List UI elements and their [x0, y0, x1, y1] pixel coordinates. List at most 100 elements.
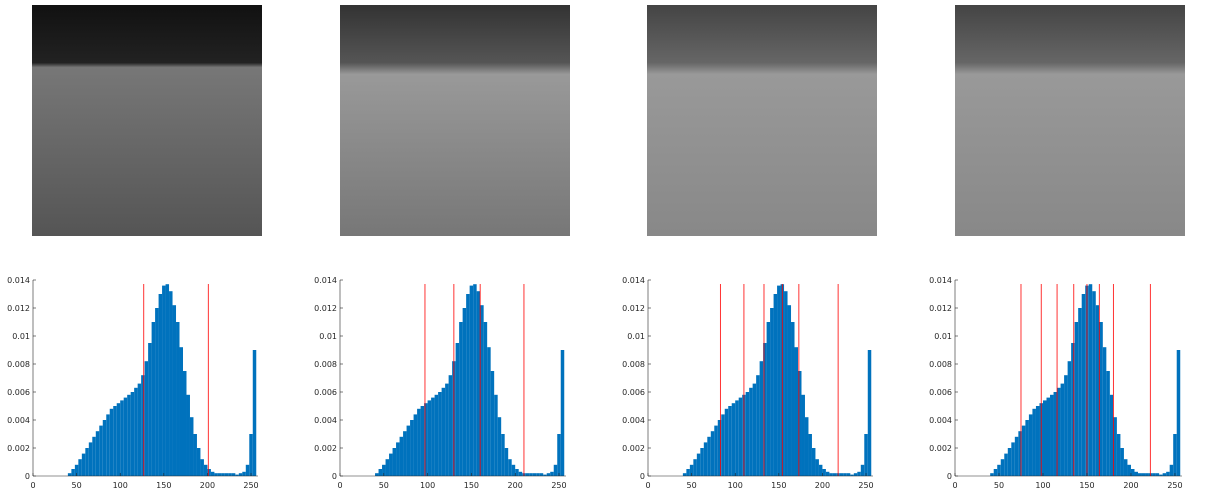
bar: [1130, 469, 1135, 476]
bar: [427, 400, 432, 476]
bar: [162, 285, 166, 476]
bar: [717, 420, 722, 476]
segmented-image: [32, 5, 262, 236]
y-tick-label: 0.012: [314, 304, 337, 313]
bar: [731, 403, 736, 476]
bar: [860, 464, 865, 476]
bar: [1011, 442, 1015, 476]
bar: [518, 471, 523, 476]
bar: [696, 453, 701, 476]
bar: [1042, 400, 1047, 476]
bar: [459, 322, 463, 476]
bar: [424, 403, 428, 476]
bar: [431, 397, 435, 476]
bar: [148, 343, 152, 476]
bar: [1014, 436, 1019, 476]
bar: [92, 436, 96, 476]
segmented-image: [340, 5, 570, 236]
bar: [155, 308, 159, 476]
bar: [1095, 305, 1100, 476]
bar: [1081, 294, 1086, 476]
bar: [1028, 414, 1033, 476]
bar: [843, 473, 847, 476]
bar: [1169, 464, 1174, 476]
x-tick-label: 150: [464, 481, 479, 490]
bar: [543, 474, 547, 476]
bar: [693, 459, 697, 476]
y-tick-label: 0.014: [314, 276, 337, 285]
x-tick-label: 0: [645, 481, 650, 490]
bar: [413, 414, 418, 476]
y-tick-label: 0: [947, 472, 952, 481]
bar: [745, 392, 750, 476]
x-tick-label: 200: [815, 481, 830, 490]
bar: [235, 474, 239, 476]
y-tick-label: 0.012: [929, 304, 952, 313]
bar: [179, 347, 183, 476]
bar: [183, 371, 187, 476]
bar: [214, 473, 218, 476]
bar: [169, 291, 173, 476]
bar: [207, 469, 211, 476]
y-tick-label: 0: [25, 472, 30, 481]
bar: [99, 425, 103, 476]
bar: [389, 453, 393, 476]
bar: [801, 394, 805, 476]
bar: [406, 425, 411, 476]
bar: [1120, 448, 1124, 476]
y-tick-label: 0.004: [929, 416, 952, 425]
bar: [1173, 434, 1177, 476]
bar: [420, 406, 425, 476]
bar: [480, 305, 484, 476]
bar: [501, 434, 505, 476]
bar: [392, 448, 397, 476]
bar: [186, 394, 190, 476]
bar: [217, 473, 222, 476]
y-tick-label: 0.014: [7, 276, 30, 285]
bar: [494, 394, 498, 476]
bar: [116, 403, 121, 476]
bar: [378, 469, 383, 476]
bar: [766, 322, 771, 476]
bar: [1000, 459, 1005, 476]
bar: [811, 448, 816, 476]
bar: [203, 464, 208, 476]
bar: [1109, 394, 1114, 476]
bar: [438, 392, 442, 476]
bar: [804, 417, 809, 476]
bar: [141, 375, 145, 476]
bar: [469, 285, 474, 476]
bar: [476, 291, 481, 476]
bar: [95, 431, 100, 476]
x-tick-label: 100: [728, 481, 743, 490]
bar: [993, 469, 998, 476]
bar: [1060, 383, 1065, 476]
segmented-image: [955, 5, 1185, 236]
bar: [130, 392, 135, 476]
bar: [67, 473, 72, 476]
bar: [787, 305, 792, 476]
x-tick-label: 100: [113, 481, 128, 490]
y-tick-label: 0.002: [622, 444, 645, 453]
bar: [1141, 473, 1146, 476]
y-tick-label: 0.006: [929, 388, 952, 397]
bar: [144, 361, 149, 476]
bar: [490, 371, 495, 476]
bar: [714, 425, 718, 476]
bar: [466, 294, 470, 476]
bar: [850, 474, 854, 476]
y-tick-label: 0.008: [314, 360, 337, 369]
bar: [703, 442, 708, 476]
bar: [721, 414, 725, 476]
x-tick-label: 50: [994, 481, 1004, 490]
bar: [1046, 397, 1051, 476]
bar: [403, 431, 407, 476]
bar: [867, 350, 872, 476]
x-tick-label: 250: [1167, 481, 1182, 490]
bar: [102, 420, 107, 476]
bar: [794, 347, 798, 476]
bar: [448, 375, 453, 476]
bar: [1166, 471, 1170, 476]
y-tick-label: 0.002: [929, 444, 952, 453]
bar: [228, 473, 232, 476]
